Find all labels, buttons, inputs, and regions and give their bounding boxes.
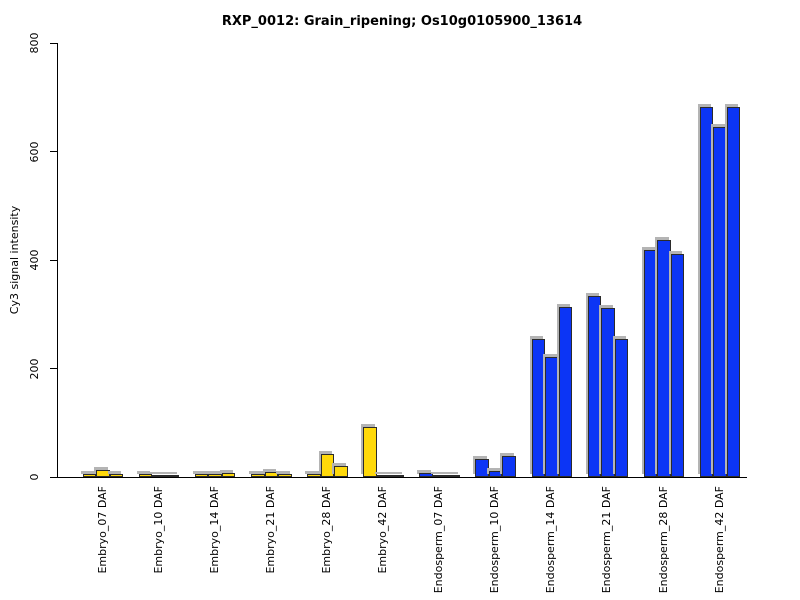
bar-Endosperm_14_DAF-rep1: [531, 338, 546, 477]
y-tick-800: [50, 42, 57, 44]
bar-Endosperm_28_DAF-rep1: [643, 249, 658, 477]
x-tick-label-Endosperm_28_DAF: Endosperm_28 DAF: [656, 486, 670, 594]
x-tick-label-Embryo_21_DAF: Embryo_21 DAF: [263, 486, 277, 574]
y-tick-label-400: 400: [28, 249, 41, 271]
bar-Endosperm_07_DAF-rep3: [446, 475, 460, 477]
y-tick-200: [50, 368, 57, 369]
bar-Endosperm_42_DAF-rep2: [713, 126, 727, 477]
y-tick-label-800: 800: [28, 32, 41, 54]
bar-Embryo_21_DAF-rep3: [278, 473, 292, 477]
bar-Endosperm_07_DAF-rep2: [432, 474, 447, 477]
bar-Endosperm_21_DAF-rep1: [587, 295, 602, 477]
bar-Endosperm_07_DAF-rep1: [419, 473, 433, 477]
y-tick-label-600: 600: [28, 141, 41, 162]
bar-Endosperm_28_DAF-rep3: [670, 254, 685, 477]
bar-Embryo_28_DAF-rep2: [320, 453, 335, 477]
bar-Embryo_42_DAF-rep1: [363, 426, 377, 477]
bar-Endosperm_21_DAF-rep3: [614, 338, 629, 477]
x-tick-label-Embryo_14_DAF: Embryo_14 DAF: [207, 486, 221, 574]
bar-Embryo_10_DAF-rep3: [165, 474, 180, 477]
bar-Endosperm_10_DAF-rep2: [488, 471, 503, 477]
x-tick-label-Embryo_10_DAF: Embryo_10 DAF: [151, 486, 165, 574]
y-tick-600: [50, 151, 57, 152]
y-tick-label-0: 0: [28, 473, 41, 481]
bar-Embryo_07_DAF-rep2: [96, 469, 110, 477]
x-tick-label-Endosperm_14_DAF: Endosperm_14 DAF: [544, 486, 558, 594]
bar-Embryo_10_DAF-rep1: [138, 474, 153, 477]
x-tick-label-Endosperm_42_DAF: Endosperm_42 DAF: [712, 486, 726, 594]
bar-Embryo_10_DAF-rep2: [152, 474, 166, 477]
x-axis-line: [57, 477, 747, 478]
bar-Embryo_28_DAF-rep1: [307, 473, 321, 477]
bar-Endosperm_14_DAF-rep2: [545, 356, 559, 477]
x-tick-label-Endosperm_10_DAF: Endosperm_10 DAF: [488, 486, 502, 594]
x-tick-label-Embryo_07_DAF: Embryo_07 DAF: [95, 486, 109, 574]
y-tick-0: [50, 476, 57, 478]
bar-Endosperm_10_DAF-rep1: [475, 459, 489, 477]
bar-Endosperm_10_DAF-rep3: [502, 455, 516, 477]
bar-Endosperm_14_DAF-rep3: [558, 307, 573, 477]
bar-Embryo_14_DAF-rep2: [208, 473, 222, 477]
bar-Embryo_28_DAF-rep3: [334, 466, 348, 477]
bar-Embryo_21_DAF-rep1: [251, 474, 265, 477]
bar-Embryo_21_DAF-rep2: [264, 471, 279, 477]
y-axis-title: Cy3 signal intensity: [8, 205, 21, 315]
x-tick-label-Embryo_42_DAF: Embryo_42 DAF: [376, 486, 389, 574]
bar-Endosperm_42_DAF-rep3: [726, 107, 741, 477]
x-tick-label-Embryo_28_DAF: Embryo_28 DAF: [319, 486, 333, 574]
y-axis-line: [57, 43, 58, 478]
chart-title: RXP_0012: Grain_ripening; Os10g0105900_1…: [221, 14, 583, 29]
y-tick-label-200: 200: [28, 358, 41, 379]
x-tick-label-Endosperm_07_DAF: Endosperm_07 DAF: [432, 486, 446, 594]
bar-Embryo_14_DAF-rep1: [194, 473, 209, 477]
bar-Endosperm_42_DAF-rep1: [699, 106, 714, 477]
bar-Embryo_07_DAF-rep3: [109, 474, 124, 477]
bar-Embryo_42_DAF-rep3: [390, 474, 404, 477]
x-tick-label-Endosperm_21_DAF: Endosperm_21 DAF: [600, 486, 614, 594]
y-tick-400: [50, 259, 57, 261]
bar-Endosperm_21_DAF-rep2: [601, 308, 615, 477]
bar-Embryo_07_DAF-rep1: [82, 474, 97, 477]
bar-Endosperm_28_DAF-rep2: [657, 239, 671, 477]
bar-Embryo_14_DAF-rep3: [221, 472, 236, 477]
bar-Embryo_42_DAF-rep2: [376, 474, 391, 477]
bars-layer: [57, 43, 747, 477]
